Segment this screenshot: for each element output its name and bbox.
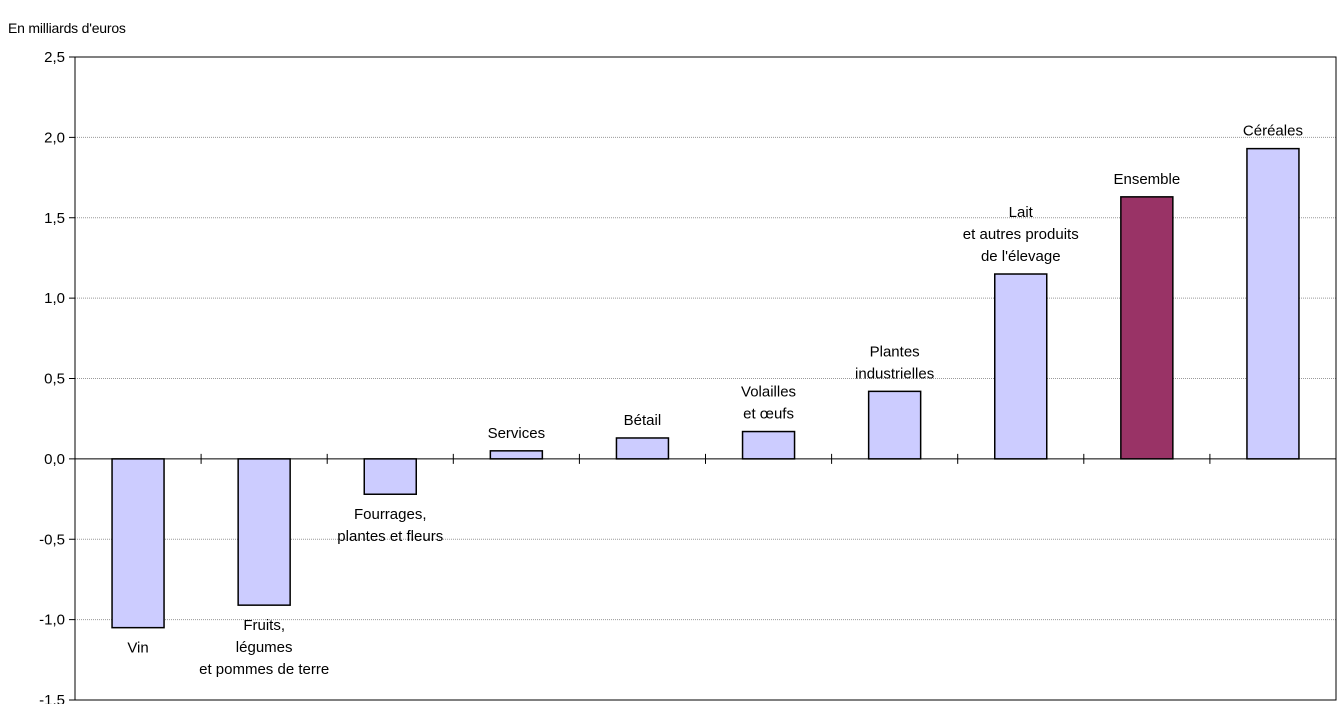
bar [237,458,291,606]
plot-area-border [74,56,1337,701]
category-label: Bétail [624,412,662,429]
y-tick-label: -0,5 [39,531,65,548]
bar [741,430,796,460]
category-label: Céréales [1243,123,1303,140]
y-tick-label: 1,5 [44,210,65,227]
category-label: Volailles et œufs [741,384,796,423]
y-tick-label: 2,5 [44,49,65,66]
bar [111,458,165,629]
y-tick-label: 1,0 [44,290,65,307]
bar [1120,196,1174,460]
bar [363,458,417,495]
category-label: Plantes industrielles [855,343,934,382]
y-tick-label: -1,0 [39,612,65,629]
bar [867,390,922,460]
category-label: Lait et autres produits de l'élevage [963,204,1079,265]
category-label: Services [488,425,546,442]
category-label: Vin [127,640,148,657]
bar [1246,147,1300,460]
y-unit-label: En milliards d'euros [8,20,126,36]
category-label: Ensemble [1113,171,1180,188]
bar [489,450,544,460]
y-tick-label: 0,0 [44,451,65,468]
y-tick-label: -1,5 [39,692,65,704]
y-tick-label: 0,5 [44,371,65,388]
category-label: Fruits, légumes et pommes de terre [199,617,329,678]
bar [994,273,1048,460]
bar [615,437,670,460]
category-label: Fourrages, plantes et fleurs [337,506,443,545]
y-tick-label: 2,0 [44,129,65,146]
